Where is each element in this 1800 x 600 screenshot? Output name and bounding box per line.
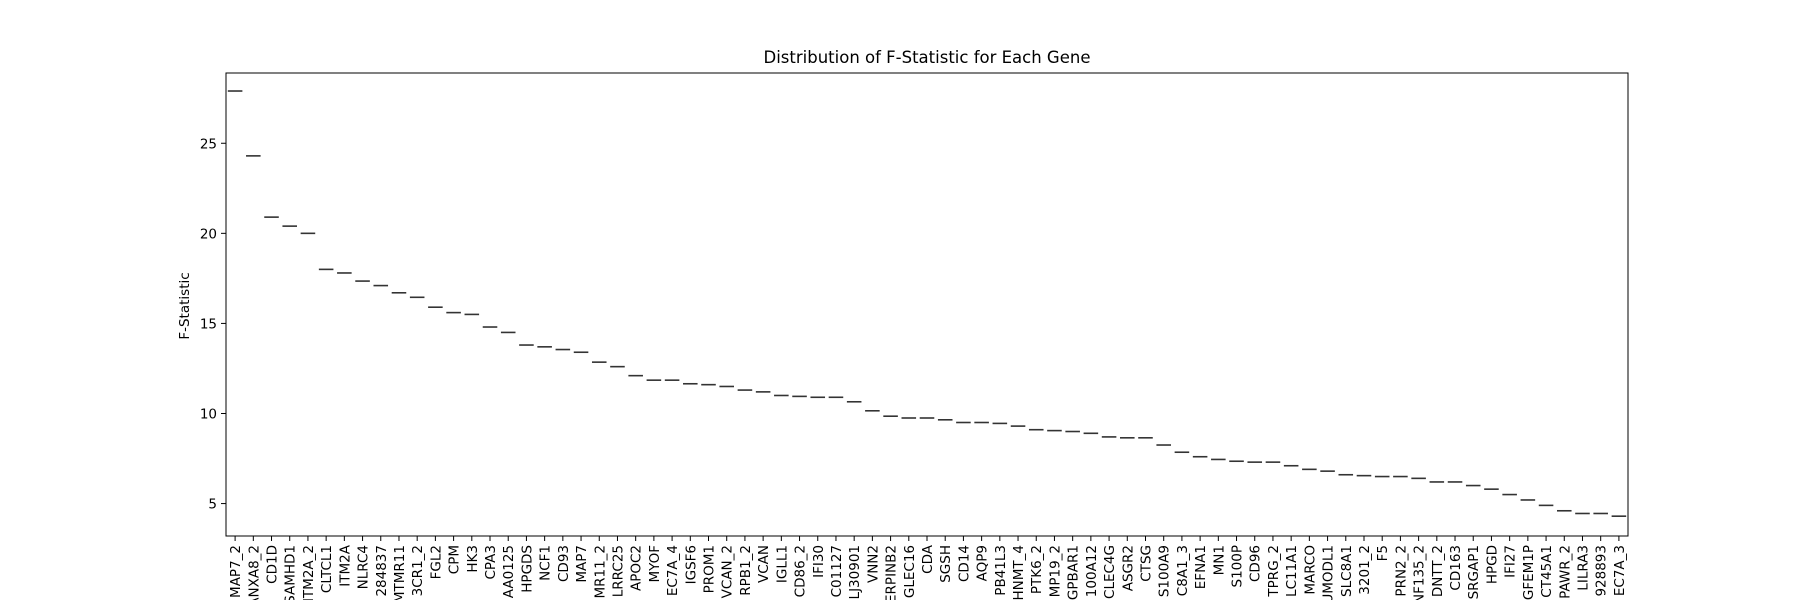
x-tick-label: F5	[1375, 545, 1391, 561]
x-tick-label: APOC2	[629, 545, 645, 591]
x-tick-label: MP19_2	[1047, 545, 1063, 597]
x-tick-label: AA0125	[501, 545, 517, 598]
x-tick-label: MAP7_2	[228, 545, 244, 598]
x-tick-label: VNN2	[865, 545, 881, 583]
x-tick-label: PTK6_2	[1029, 545, 1045, 594]
x-tick-label: SGSH	[938, 545, 954, 583]
x-tick-label: CLTCL1	[319, 545, 335, 593]
x-tick-label: PRN2_2	[1393, 545, 1409, 597]
x-tick-label: CPM	[447, 545, 463, 574]
x-tick-label: PAWR_2	[1557, 545, 1573, 599]
x-tick-label: ITM2A_2	[301, 545, 317, 600]
x-tick-label: LRRC25	[610, 545, 626, 597]
x-tick-label: GLEC16	[902, 545, 918, 598]
y-axis: 5 10 15 20 25	[200, 136, 226, 513]
y-axis-label: F-Statistic	[177, 272, 193, 339]
x-tick-label: CPA3	[483, 545, 499, 580]
x-tick-label: GPBAR1	[1066, 545, 1082, 600]
x-tick-label: RPB1_2	[738, 545, 754, 596]
x-tick-label: ANXA8_2	[246, 545, 262, 600]
x-tick-label: C01127	[829, 545, 845, 597]
x-tick-label: S100A9	[1157, 545, 1173, 597]
x-tick-label: MTMR11	[392, 545, 408, 600]
x-tick-label: 284837	[374, 545, 390, 597]
x-tick-label: HPGDS	[519, 545, 535, 593]
x-tick-label: 3201_2	[1357, 545, 1373, 595]
x-tick-label: MAP7	[574, 545, 590, 583]
x-tick-label: MN1	[1211, 545, 1227, 575]
x-tick-label: MARCO	[1302, 545, 1318, 595]
x-axis: MAP7_2 ANXA8_2 CD1D SAMHD1 ITM2A_2 CLTCL1 ITM2…	[228, 536, 1628, 600]
x-tick-label: PB41L3	[993, 545, 1009, 596]
x-tick-label: CDA	[920, 544, 936, 574]
x-tick-label: VCAN_2	[720, 545, 736, 598]
x-tick-label: ERPINB2	[884, 545, 900, 600]
x-tick-label: HK3	[465, 545, 481, 573]
x-tick-label: IGLL1	[774, 545, 790, 583]
x-tick-label: TPRG_2	[1266, 545, 1282, 598]
x-tick-label: CD163	[1448, 545, 1464, 591]
x-tick-label: S100P	[1230, 545, 1246, 587]
x-tick-label: CT45A1	[1539, 545, 1555, 598]
y-tick-label: 15	[200, 316, 217, 332]
x-tick-label: LJ30901	[847, 545, 863, 599]
x-tick-label: CD86_2	[793, 545, 809, 597]
y-tick-label: 25	[200, 136, 217, 152]
x-tick-label: EFNA1	[1193, 545, 1209, 589]
x-tick-label: NCF1	[538, 545, 554, 581]
x-tick-label: FGL2	[428, 545, 444, 579]
x-tick-label: DNTT_2	[1430, 545, 1446, 597]
x-tick-label: CLEC4G	[1102, 545, 1118, 599]
chart-title: Distribution of F-Statistic for Each Gen…	[764, 48, 1091, 67]
x-tick-label: C8A1_3	[1175, 545, 1191, 596]
x-tick-label: IFI27	[1503, 545, 1519, 578]
x-tick-label: IFI30	[811, 545, 827, 578]
x-tick-label: HPGD	[1484, 545, 1500, 584]
x-tick-label: HNMT_4	[1011, 545, 1027, 600]
x-tick-label: SRGAP1	[1466, 545, 1482, 599]
x-tick-label: AQP9	[975, 545, 991, 581]
y-tick-label: 10	[200, 406, 217, 422]
x-tick-label: GFEM1P	[1521, 545, 1537, 600]
x-tick-label: CTSG	[1138, 545, 1154, 582]
plot-frame	[225, 72, 1629, 537]
x-tick-label: CD96	[1248, 545, 1264, 582]
box-marks	[227, 90, 1627, 517]
x-tick-label: LILRA3	[1575, 545, 1591, 591]
x-tick-label: SLC8A1	[1339, 545, 1355, 597]
x-tick-label: SAMHD1	[283, 545, 299, 600]
x-tick-label: UMODL1	[1321, 545, 1337, 600]
x-tick-label: EC7A_3	[1612, 545, 1628, 596]
x-tick-label: CD1D	[265, 545, 281, 584]
x-tick-label: IGSF6	[683, 545, 699, 584]
x-tick-label: MR11_2	[592, 545, 608, 599]
x-tick-label: NLRC4	[356, 545, 372, 589]
x-tick-label: VCAN	[756, 545, 772, 583]
x-tick-label: 928893	[1594, 545, 1610, 597]
y-tick-label: 5	[208, 497, 217, 513]
x-tick-label: 3CR1_2	[410, 545, 426, 596]
x-tick-label: EC7A_4	[665, 545, 681, 596]
x-tick-label: ASGR2	[1120, 545, 1136, 591]
x-tick-label: MYOF	[647, 545, 663, 583]
x-tick-label: 100A12	[1084, 545, 1100, 597]
x-tick-label: NF135_2	[1412, 545, 1428, 600]
x-tick-label: LC11A1	[1284, 545, 1300, 597]
y-tick-label: 20	[200, 226, 217, 242]
x-tick-label: CD14	[956, 545, 972, 582]
x-tick-label: ITM2A	[337, 544, 353, 586]
x-tick-label: CD93	[556, 545, 572, 582]
x-tick-label: PROM1	[702, 545, 718, 593]
